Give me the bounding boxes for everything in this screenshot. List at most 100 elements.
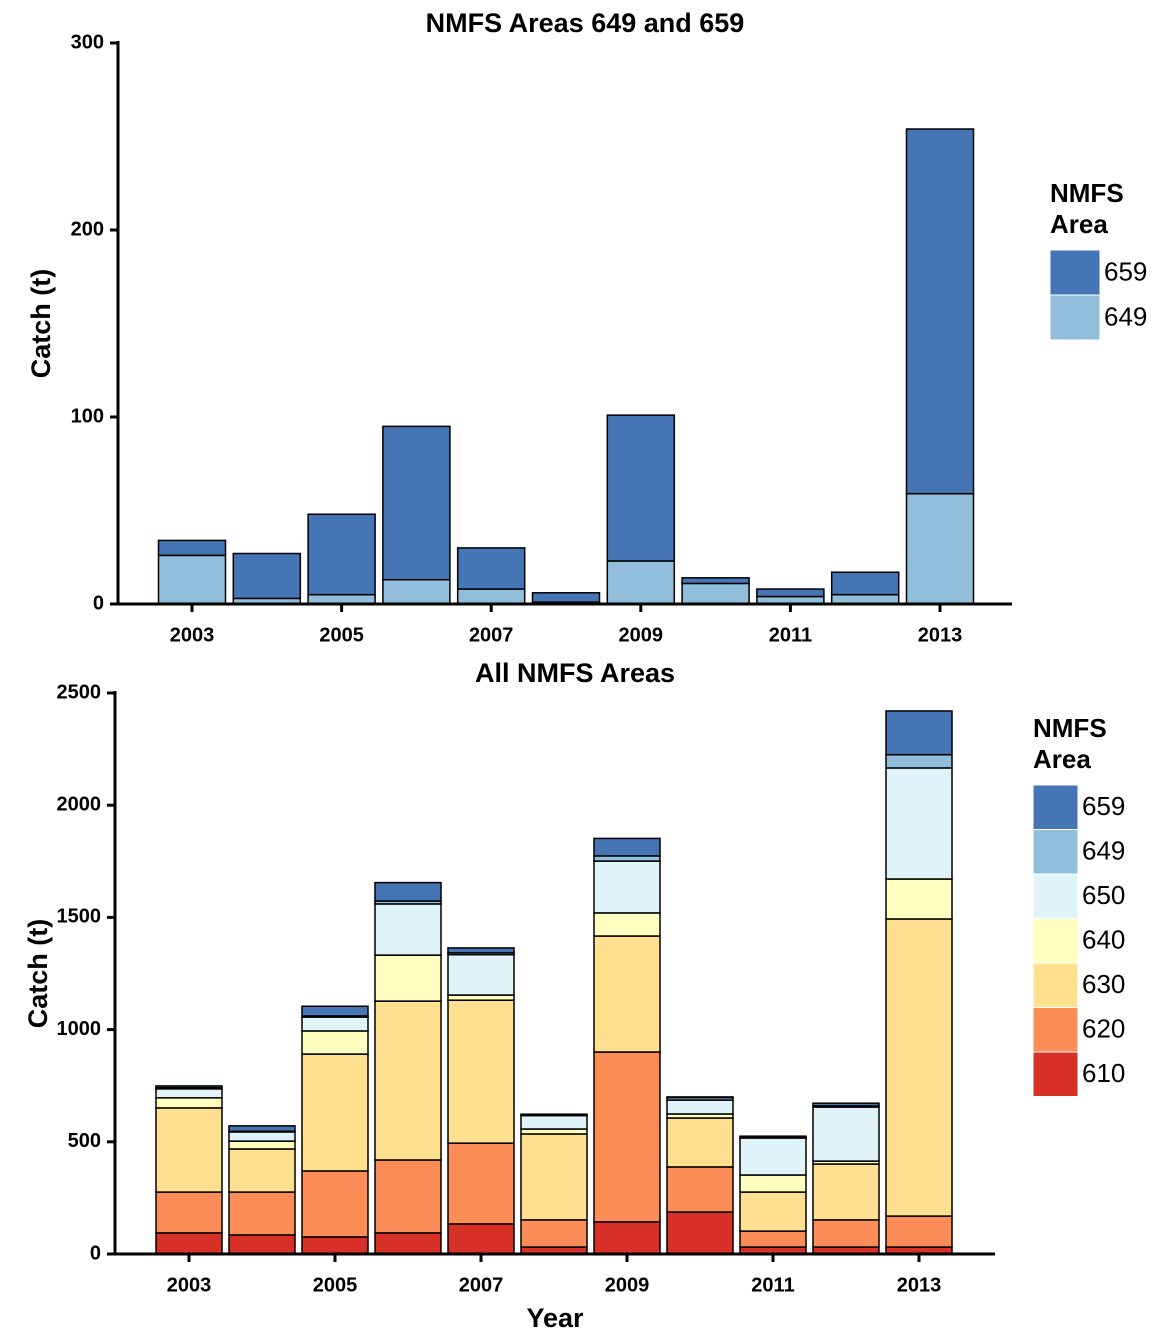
bar-segment <box>374 1159 442 1234</box>
bar-segment <box>307 513 376 596</box>
legend-label: 659 <box>1104 256 1147 286</box>
bar-segment <box>606 560 676 605</box>
bar-segment <box>812 1219 880 1248</box>
x-tick-label: 2009 <box>619 624 664 646</box>
bar-segment <box>228 1125 296 1133</box>
chart-title: NMFS Areas 649 and 659 <box>426 8 745 38</box>
bar-segment <box>812 1163 880 1221</box>
bar-segment <box>606 414 676 562</box>
y-tick-label: 0 <box>93 592 104 614</box>
legend-label: 649 <box>1082 836 1125 866</box>
bar-segment <box>812 1102 880 1107</box>
y-tick-label: 1000 <box>57 1018 102 1040</box>
bar-segment <box>447 947 515 954</box>
bar-segment <box>155 1097 223 1109</box>
bar-segment <box>374 954 442 1002</box>
y-tick-label: 200 <box>71 218 104 240</box>
legend-swatch <box>1032 918 1079 964</box>
bar-segment <box>739 1135 807 1138</box>
y-tick-label: 300 <box>71 31 104 53</box>
y-tick-label: 2000 <box>57 793 102 815</box>
x-tick-label: 2003 <box>167 1274 212 1296</box>
bar-segment <box>232 552 302 600</box>
bar-segment <box>905 492 975 605</box>
legend-title: NMFS Area <box>1050 178 1124 239</box>
bar-segment <box>520 1113 588 1117</box>
legend-swatch <box>1032 962 1079 1008</box>
legend-label: 640 <box>1082 925 1125 955</box>
bar-segment <box>885 753 953 769</box>
bar-segment <box>456 588 526 605</box>
bar-segment <box>681 577 750 585</box>
bar-segment <box>301 1005 369 1017</box>
chart-title: All NMFS Areas <box>475 658 675 688</box>
bar-segment <box>905 128 975 495</box>
x-tick-label: 2013 <box>897 1274 942 1296</box>
y-tick-label: 0 <box>90 1242 101 1264</box>
bar-segment <box>447 953 515 996</box>
bar-segment <box>374 1232 442 1255</box>
x-tick-label: 2013 <box>918 624 963 646</box>
bar-segment <box>447 994 515 1001</box>
bar-segment <box>593 837 661 857</box>
y-tick-label: 2500 <box>57 681 102 703</box>
bar-segment <box>456 547 526 590</box>
x-tick-label: 2011 <box>751 1274 794 1296</box>
bar-segment <box>228 1148 296 1193</box>
legend-label: 630 <box>1082 969 1125 999</box>
bar-segment <box>885 710 953 756</box>
bar-segment <box>447 1223 515 1255</box>
y-axis-title: Catch (t) <box>26 269 56 379</box>
bar-segment <box>228 1140 296 1150</box>
bar-segment <box>447 1142 515 1225</box>
bar-segment <box>155 1088 223 1099</box>
x-tick-label: 2009 <box>605 1274 650 1296</box>
x-axis-title: Year <box>526 1303 584 1333</box>
bar-segment <box>885 878 953 920</box>
bar-segment <box>593 912 661 937</box>
legend-swatch <box>1032 1007 1079 1053</box>
bar-segment <box>666 1211 734 1255</box>
legend-title: NMFS Area <box>1033 713 1107 774</box>
x-tick-label: 2007 <box>459 1274 504 1296</box>
bar-segment <box>157 554 227 605</box>
bar-segment <box>681 582 750 605</box>
bar-segment <box>830 571 900 596</box>
bar-segment <box>756 588 825 598</box>
y-tick-label: 500 <box>68 1130 101 1152</box>
x-tick-label: 2005 <box>319 624 364 646</box>
y-tick-label: 1500 <box>57 906 102 928</box>
x-tick-label: 2005 <box>313 1274 358 1296</box>
legend-label: 649 <box>1104 301 1147 331</box>
bar-segment <box>666 1096 734 1099</box>
bar-segment <box>382 578 451 605</box>
bar-segment <box>666 1099 734 1115</box>
legend-swatch <box>1032 829 1079 875</box>
legend-swatch <box>1032 784 1079 830</box>
bar-segment <box>155 1191 223 1234</box>
legend-swatch <box>1032 873 1079 919</box>
bar-segment <box>593 855 661 862</box>
bar-segment <box>301 1030 369 1055</box>
bar-segment <box>593 1221 661 1255</box>
x-tick-label: 2003 <box>170 624 215 646</box>
bar-segment <box>382 425 451 581</box>
legend-label: 610 <box>1082 1058 1125 1088</box>
bar-segment <box>812 1106 880 1162</box>
bar-segment <box>666 1166 734 1213</box>
legend-label: 659 <box>1082 791 1125 821</box>
bar-segment <box>155 1232 223 1255</box>
bar-segment <box>520 1114 588 1130</box>
legend-swatch <box>1049 249 1101 296</box>
bar-segment <box>593 1051 661 1223</box>
bar-segment <box>739 1191 807 1232</box>
bar-segment <box>374 903 442 956</box>
bar-segment <box>885 918 953 1217</box>
x-tick-label: 2007 <box>469 624 514 646</box>
bar-segment <box>520 1219 588 1248</box>
bar-segment <box>228 1131 296 1142</box>
legend-swatch <box>1049 294 1101 341</box>
bar-segment <box>885 1215 953 1248</box>
bar-segment <box>301 1016 369 1032</box>
